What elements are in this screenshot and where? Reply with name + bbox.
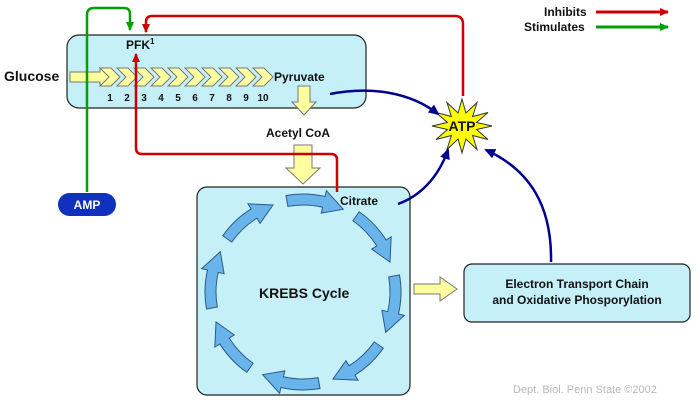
- glycolysis-step-chevron: [115, 67, 138, 87]
- pyruvate-label: Pyruvate: [274, 70, 325, 84]
- krebs-cycle-arrow: [332, 341, 384, 381]
- etc-line2: and Oxidative Phosporylation: [492, 293, 661, 307]
- pyruvate-to-atp-arrow: [329, 89, 440, 116]
- glycolysis-step-chevron: [183, 67, 206, 87]
- glycolysis-step-number: 4: [158, 93, 164, 104]
- krebs-cycle-arrow: [352, 211, 392, 263]
- amp-label: AMP: [74, 198, 101, 212]
- glycolysis-step-number: 1: [107, 93, 113, 104]
- amp-pill: [58, 193, 116, 216]
- citrate-inhibits-pfk-line: [132, 53, 339, 192]
- atp-label: ATP: [449, 118, 476, 134]
- krebs-cycle-arrow: [222, 203, 274, 243]
- glycolysis-step-number: 5: [175, 93, 181, 104]
- krebs-cycle-arrow: [261, 370, 321, 395]
- acetylcoa-to-krebs-arrow: [284, 144, 322, 185]
- glycolysis-step-chevron: [234, 67, 257, 87]
- glycolysis-step-number: 8: [226, 93, 232, 104]
- glycolysis-step-chevron: [149, 67, 172, 87]
- glycolysis-step-chevron: [98, 67, 121, 87]
- krebs-cycle-arrow: [214, 321, 254, 373]
- legend-stimulates-label: Stimulates: [524, 20, 585, 34]
- etc-box: [463, 263, 691, 323]
- glycolysis-step-number: 2: [124, 93, 130, 104]
- amp-stimulates-pfk-line: [85, 6, 134, 192]
- krebs-cycle-arrow: [381, 274, 406, 334]
- krebs-cycle-arrow: [200, 250, 225, 310]
- pyruvate-to-acetylcoa-arrow: [290, 85, 318, 116]
- citrate-to-atp-arrow: [397, 148, 450, 206]
- credit-text: Dept. Biol. Penn State ©2002: [513, 384, 657, 396]
- krebs-to-etc-arrow: [413, 276, 458, 302]
- legend-inhibits-label: Inhibits: [544, 5, 587, 19]
- krebs-box: [196, 186, 411, 396]
- acetyl-coa-label: Acetyl CoA: [266, 126, 330, 140]
- krebs-cycle-arrow: [285, 189, 345, 214]
- atp-inhibits-pfk-line: [142, 14, 465, 96]
- glycolysis-steps: 1 2 3 4 5 6 7 8 9 10: [98, 67, 274, 104]
- glycolysis-step-chevron: [251, 67, 274, 87]
- etc-line1: Electron Transport Chain: [505, 277, 648, 291]
- legend: Inhibits Stimulates: [524, 5, 669, 34]
- glycolysis-step-number: 6: [192, 93, 198, 104]
- glycolysis-step-chevron: [132, 67, 155, 87]
- glycolysis-step-chevron: [166, 67, 189, 87]
- glycolysis-step-number: 10: [257, 93, 269, 104]
- glycolysis-step-number: 7: [209, 93, 215, 104]
- glycolysis-step-chevron: [217, 67, 240, 87]
- glycolysis-step-chevron: [200, 67, 223, 87]
- etc-to-atp-arrow: [484, 148, 553, 263]
- pfk-superscript: 1: [150, 37, 155, 46]
- citrate-label: Citrate: [340, 194, 378, 208]
- krebs-cycle-arrows: [200, 189, 406, 395]
- krebs-title: KREBS Cycle: [259, 285, 349, 301]
- glucose-label: Glucose: [4, 68, 59, 84]
- glycolysis-step-number: 9: [243, 93, 249, 104]
- glycolysis-step-number: 3: [141, 93, 147, 104]
- pfk-label: PFK1: [126, 37, 155, 52]
